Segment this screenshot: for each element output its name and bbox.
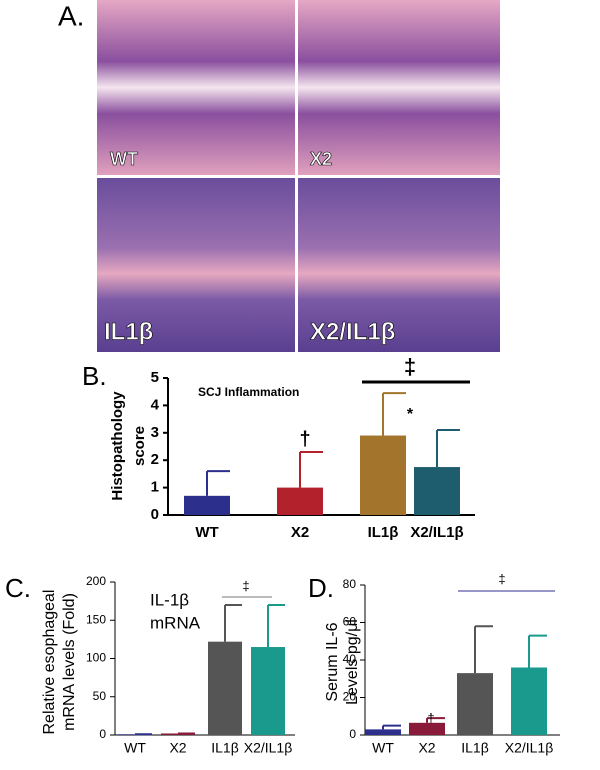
y-axis-label: score xyxy=(131,426,148,466)
panel-label: B. xyxy=(82,361,107,391)
y-tick-label: 0 xyxy=(349,727,356,741)
x-tick-label: X2/IL1β xyxy=(410,524,463,541)
y-tick-label: 2 xyxy=(151,451,159,468)
annotation: * xyxy=(407,406,414,423)
annotation: † xyxy=(299,428,310,450)
y-tick-label: 100 xyxy=(86,651,106,665)
bar xyxy=(409,722,445,735)
bar xyxy=(251,647,285,735)
x-tick-label: X2 xyxy=(169,740,186,756)
image-label: IL1β xyxy=(104,318,153,345)
x-tick-label: WT xyxy=(124,740,146,756)
panel-label: A. xyxy=(58,0,84,31)
y-axis-label: Levels pg/μl xyxy=(344,619,361,705)
micrograph xyxy=(298,0,500,175)
x-tick-label: WT xyxy=(372,740,394,756)
y-tick-label: 4 xyxy=(151,396,160,413)
bar xyxy=(184,495,230,515)
y-tick-label: 3 xyxy=(151,424,159,441)
panel-label: C. xyxy=(5,573,31,603)
x-tick-label: X2 xyxy=(291,524,309,541)
y-tick-label: 60 xyxy=(343,615,357,629)
y-axis-label: Histopathology xyxy=(109,391,126,501)
micrograph xyxy=(298,178,500,352)
x-tick-label: X2/IL1β xyxy=(505,740,554,756)
x-tick-label: X2 xyxy=(418,740,435,756)
y-tick-label: 5 xyxy=(151,369,159,386)
bar xyxy=(365,729,401,735)
y-axis-label: mRNA levels (Fold) xyxy=(61,593,78,731)
annotation: ‡ xyxy=(242,578,249,593)
micrograph xyxy=(97,0,295,175)
chart-title: IL-1β xyxy=(150,590,189,609)
annotation: ‡ xyxy=(404,354,416,379)
bar xyxy=(414,467,460,515)
image-label: X2/IL1β xyxy=(310,318,395,345)
y-tick-label: 0 xyxy=(151,506,159,523)
bar xyxy=(161,733,195,735)
y-axis-label: Relative esophageal xyxy=(41,590,58,735)
x-tick-label: IL1β xyxy=(461,740,489,756)
x-tick-label: X2/IL1β xyxy=(244,740,293,756)
image-label: WT xyxy=(110,149,138,169)
annotation: † xyxy=(427,710,434,725)
y-tick-label: 20 xyxy=(343,690,357,704)
y-axis-label: Serum IL-6 xyxy=(324,622,341,701)
annotation: ‡ xyxy=(498,571,505,586)
y-tick-label: 150 xyxy=(86,612,106,626)
bar xyxy=(360,435,406,515)
bar xyxy=(457,673,493,735)
panel-label: D. xyxy=(308,573,334,603)
chart-title: mRNA xyxy=(150,613,201,632)
bar xyxy=(277,487,323,515)
micrograph xyxy=(97,178,295,352)
x-tick-label: WT xyxy=(195,524,218,541)
y-tick-label: 1 xyxy=(151,479,159,496)
y-tick-label: 200 xyxy=(86,574,106,588)
y-tick-label: 50 xyxy=(93,689,107,703)
y-tick-label: 0 xyxy=(99,727,106,741)
bar xyxy=(208,641,242,735)
bar xyxy=(511,667,547,735)
image-label: X2 xyxy=(310,149,332,169)
x-tick-label: IL1β xyxy=(211,740,239,756)
bar xyxy=(118,734,152,735)
y-tick-label: 80 xyxy=(343,577,357,591)
y-tick-label: 40 xyxy=(343,652,357,666)
chart-title: SCJ Inflammation xyxy=(198,385,299,399)
x-tick-label: IL1β xyxy=(368,524,399,541)
